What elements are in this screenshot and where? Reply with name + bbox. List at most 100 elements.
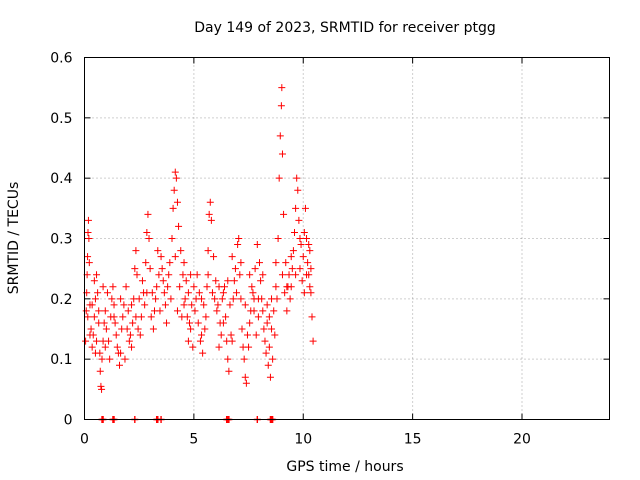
data-point xyxy=(228,253,236,261)
data-point xyxy=(88,343,96,351)
data-point xyxy=(199,349,207,357)
data-point xyxy=(168,235,176,242)
data-point xyxy=(218,295,226,303)
data-point xyxy=(142,259,150,267)
data-point xyxy=(93,271,101,279)
data-point xyxy=(280,210,288,218)
data-point xyxy=(263,301,271,309)
data-point xyxy=(106,355,114,363)
data-point xyxy=(128,343,136,351)
data-point xyxy=(129,319,137,327)
data-point xyxy=(82,307,90,315)
data-point xyxy=(248,283,256,291)
x-axis-label: GPS time / hours xyxy=(286,459,403,475)
data-point xyxy=(163,319,171,327)
data-point xyxy=(237,259,245,267)
data-point xyxy=(184,289,192,297)
data-point xyxy=(230,277,238,285)
data-point xyxy=(195,289,203,297)
data-point xyxy=(268,295,276,303)
data-point xyxy=(156,307,164,315)
data-point xyxy=(103,289,111,297)
y-tick-label: 0.3 xyxy=(50,232,72,248)
data-point xyxy=(114,349,122,357)
data-point xyxy=(262,349,270,357)
data-point xyxy=(304,259,312,267)
data-point xyxy=(278,84,286,92)
data-point xyxy=(287,253,295,261)
plot-frame xyxy=(84,57,610,420)
data-point xyxy=(200,301,208,309)
chart-title: Day 149 of 2023, SRMTID for receiver ptg… xyxy=(194,20,496,36)
data-point xyxy=(235,235,243,242)
data-point xyxy=(191,307,199,315)
data-point xyxy=(281,289,289,297)
data-point xyxy=(276,132,284,140)
data-point xyxy=(193,271,201,279)
data-point xyxy=(240,355,248,363)
data-point xyxy=(157,253,165,261)
data-point xyxy=(292,271,300,279)
data-point xyxy=(238,325,246,333)
data-point xyxy=(172,174,180,182)
data-point xyxy=(213,307,221,315)
data-point xyxy=(229,295,237,303)
data-point xyxy=(188,301,196,309)
data-point xyxy=(288,265,296,273)
data-point xyxy=(87,325,95,333)
data-point xyxy=(110,301,118,309)
data-point xyxy=(215,283,223,291)
data-point xyxy=(160,289,168,297)
data-point xyxy=(214,301,222,309)
data-point xyxy=(231,265,239,273)
data-point xyxy=(294,186,302,194)
data-point xyxy=(303,235,311,242)
data-point xyxy=(198,295,206,303)
data-point xyxy=(303,271,311,279)
data-point xyxy=(141,301,149,309)
data-point xyxy=(272,283,280,291)
data-point xyxy=(178,313,186,321)
data-point xyxy=(110,313,118,321)
data-point xyxy=(143,228,151,236)
data-point xyxy=(228,337,236,345)
data-point xyxy=(251,265,259,273)
data-point xyxy=(146,265,154,273)
data-point xyxy=(224,277,232,285)
data-point xyxy=(126,331,134,339)
data-point xyxy=(265,343,273,351)
data-point xyxy=(274,235,282,242)
data-point xyxy=(308,313,316,321)
data-point xyxy=(296,235,304,242)
x-tick-label: 15 xyxy=(404,432,422,448)
x-tick-label: 20 xyxy=(513,432,531,448)
data-point xyxy=(277,102,285,110)
data-point xyxy=(283,283,291,291)
data-point xyxy=(206,198,214,206)
data-point xyxy=(233,289,241,297)
data-point xyxy=(85,259,93,267)
data-point xyxy=(84,253,92,261)
data-point xyxy=(84,313,92,321)
data-point xyxy=(241,301,249,309)
data-point xyxy=(96,367,104,375)
data-point xyxy=(133,271,141,279)
data-point xyxy=(259,307,267,315)
data-point xyxy=(90,313,98,321)
data-point xyxy=(190,283,198,291)
data-point xyxy=(177,247,185,255)
data-point xyxy=(194,319,202,327)
data-point xyxy=(179,271,187,279)
y-axis-label: SRMTID / TECUs xyxy=(6,182,22,295)
data-point xyxy=(170,186,178,194)
data-point xyxy=(265,313,273,321)
data-point xyxy=(173,307,181,315)
data-point xyxy=(123,325,131,333)
data-point xyxy=(260,325,268,333)
data-point xyxy=(222,313,230,321)
data-point xyxy=(234,241,242,249)
data-point xyxy=(91,295,99,303)
data-point xyxy=(84,216,92,224)
data-point xyxy=(208,289,216,297)
